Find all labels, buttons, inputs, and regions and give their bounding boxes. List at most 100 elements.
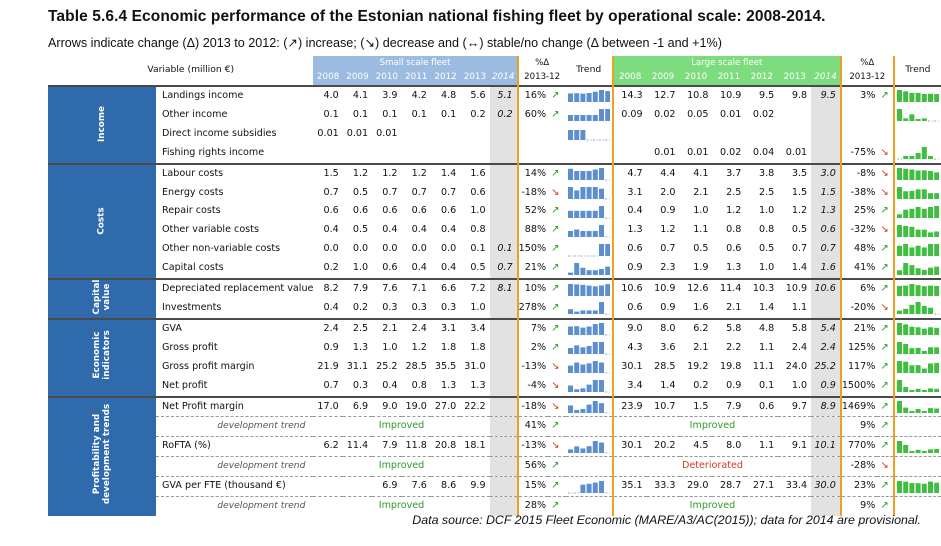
small-value-2014: 0.7 <box>489 259 518 280</box>
sparkline-bar <box>915 388 921 393</box>
small-value-2009: 1.2 <box>342 162 373 184</box>
sparkline-bar <box>580 115 586 122</box>
pct-label: %Δ <box>860 57 875 68</box>
large-change-arrow: ↗ <box>877 85 894 106</box>
sparkline-bar <box>927 388 933 393</box>
sparkline-bar <box>915 119 921 122</box>
large-trend-cell <box>892 338 941 358</box>
sparkline-bar <box>915 408 921 413</box>
sparkline-bar <box>896 186 902 199</box>
small-value-2010: 0.6 <box>382 205 398 217</box>
sparkline-bar <box>921 94 927 103</box>
sparkline-bar <box>933 205 939 218</box>
large-value-2014 <box>811 105 841 125</box>
small-change-arrow: ↘ <box>551 379 560 391</box>
small-change-arrow: ↘ <box>548 436 566 457</box>
large-value-2010: 6.2 <box>679 317 713 339</box>
small-value-2013: 0.2 <box>470 108 486 120</box>
large-development-status: Improved <box>612 496 812 516</box>
small-pct-change: -18% <box>516 183 549 203</box>
small-2014-cell <box>489 456 518 477</box>
sparkline-bar <box>598 168 604 181</box>
small-value-2013: 5.6 <box>460 85 490 106</box>
small-value-2008: 0.4 <box>323 301 339 313</box>
small-value-2009: 1.3 <box>352 341 369 353</box>
sparkline-bar <box>909 264 915 275</box>
sparkline-bar <box>927 232 933 237</box>
small-value-2008: 0.7 <box>323 186 339 198</box>
sparkline-bar <box>592 310 598 315</box>
small-trend-sparkline <box>567 90 610 103</box>
small-value-2014: 0.1 <box>489 240 518 260</box>
small-value-2014 <box>489 162 518 184</box>
small-value-2014 <box>489 298 518 319</box>
sparkline-bar <box>933 482 939 493</box>
sparkline-bar <box>909 365 915 374</box>
small-trend-sparkline <box>567 323 610 336</box>
large-value-2011: 3.7 <box>712 162 746 184</box>
table-row: Economic indicators GVA 2.4 2.5 2.1 2.4 3.1 3.4… <box>48 317 941 397</box>
large-value-2013: 2.4 <box>791 341 808 353</box>
small-value-2008: 0.0 <box>323 243 339 255</box>
table-row: Energy costs 0.7 0.5 0.7 0.7 0.7 0.6 -18% ↘ 3.1 2.… <box>48 183 941 203</box>
sparkline-bar <box>580 267 586 275</box>
sparkline-bar <box>573 446 579 453</box>
small-trend-sparkline <box>567 130 610 141</box>
large-change-arrow: ↗ <box>877 476 894 497</box>
sparkline-bar <box>598 109 604 122</box>
category-text: Income <box>97 106 107 143</box>
sparkline-bar <box>586 171 592 181</box>
small-value-2009: 11.4 <box>342 436 373 457</box>
small-development-status: Improved <box>313 496 490 516</box>
development-trend-row: development trend Improved 56% ↗ Deteriorate… <box>48 456 941 477</box>
sparkline-bar <box>598 90 604 103</box>
large-value-2014: 2.4 <box>811 338 841 358</box>
small-value-2013: 1.0 <box>470 205 486 217</box>
large-value-2008: 10.6 <box>612 278 647 299</box>
sparkline-bar <box>902 344 908 355</box>
sparkline-bar <box>896 480 902 493</box>
small-value-2009 <box>343 144 372 164</box>
small-value-2012: 0.0 <box>440 243 457 255</box>
sparkline-bar <box>896 310 902 315</box>
small-value-2011 <box>402 144 431 164</box>
year-2009: 2009 <box>342 70 373 86</box>
large-value-2008: 30.1 <box>621 360 643 372</box>
large-scale-header: Large scale fleet <box>612 56 841 70</box>
large-value-2012: 1.4 <box>759 301 775 313</box>
sparkline-bar <box>909 305 915 315</box>
small-value-2013: 31.0 <box>464 360 486 372</box>
row-label: development trend <box>156 456 314 477</box>
table-row: Gross profit margin 21.9 31.1 25.2 28.5 35.5 3… <box>48 357 941 377</box>
small-trend-cell <box>565 395 614 417</box>
small-scale-header: Small scale fleet <box>313 56 518 70</box>
sparkline-bar <box>902 407 908 413</box>
sparkline-bar <box>909 390 915 393</box>
large-value-2011: 28.7 <box>712 476 746 497</box>
sparkline-bar <box>896 400 902 413</box>
large-trend-cell <box>892 240 941 260</box>
small-value-2013: 1.3 <box>470 379 486 391</box>
sparkline-bar <box>592 285 598 296</box>
sparkline-bar <box>933 347 939 355</box>
sparkline-bar <box>573 362 579 374</box>
small-pct-change: 14% <box>516 162 549 184</box>
large-value-2008: 14.3 <box>612 85 647 106</box>
sparkline-bar <box>598 362 604 374</box>
small-value-2010: 0.6 <box>382 262 398 274</box>
large-value-2014: 10.6 <box>811 278 841 299</box>
large-trend-cell <box>892 183 941 203</box>
sparkline-bar <box>896 380 902 393</box>
small-change-arrow: ↗ <box>551 224 560 236</box>
sparkline-bar <box>909 169 915 181</box>
large-value-2008: 9.0 <box>612 317 647 339</box>
small-trend-sparkline <box>567 205 610 219</box>
large-change-arrow: ↘ <box>877 162 894 184</box>
small-pct-change: 16% <box>516 85 549 106</box>
large-value-2009: 20.2 <box>646 436 680 457</box>
large-trend-cell <box>892 85 941 106</box>
large-value-2010: 1.1 <box>693 224 709 236</box>
small-trend-sparkline <box>567 361 610 374</box>
small-value-2010: 7.6 <box>372 278 402 299</box>
row-label: Other non-variable costs <box>162 243 281 255</box>
